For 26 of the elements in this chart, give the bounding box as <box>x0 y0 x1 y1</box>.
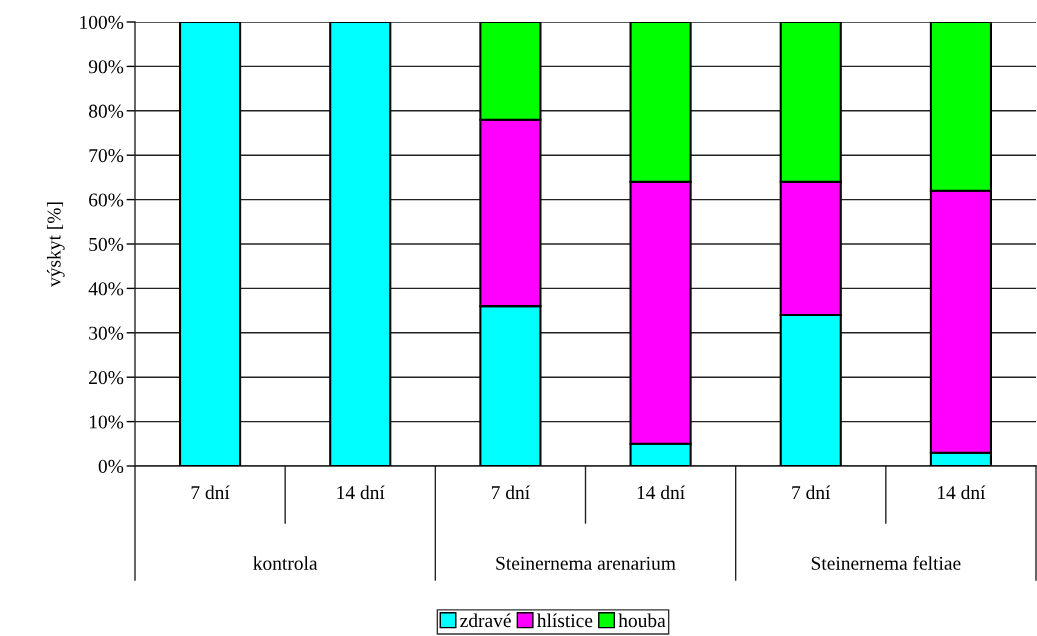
x-tick-label: 14 dní <box>337 485 385 500</box>
y-axis-title: výskyt [%] <box>46 202 65 287</box>
x-tick-label: 7 dní <box>491 485 530 500</box>
y-tick-label: 50% <box>89 237 124 251</box>
legend-label: zdravé <box>460 613 511 628</box>
x-tick-label: 14 dní <box>637 485 685 500</box>
y-tick-label: 90% <box>88 60 124 74</box>
bar <box>179 22 242 466</box>
y-tick-label: 60% <box>89 193 124 207</box>
x-tick-label: 14 dní <box>938 485 986 500</box>
x-tick-label: 7 dní <box>792 485 831 500</box>
y-tick-label: 20% <box>89 371 124 385</box>
legend-label: houba <box>618 613 666 628</box>
y-tick-label: 80% <box>88 104 124 118</box>
text: Steinernema arenarium <box>496 556 676 570</box>
y-tick-label: 10% <box>89 415 124 429</box>
y-tick-label: 30% <box>89 326 124 340</box>
y-tick-label: 40% <box>88 282 124 296</box>
y-tick-label: 0% <box>98 459 124 473</box>
text: kontrola <box>253 556 318 570</box>
y-tick-label: 70% <box>89 149 124 163</box>
x-tick-label: 7 dní <box>191 485 230 500</box>
text: Steinernema feltiae <box>811 555 961 570</box>
legend-label: hlístice <box>536 613 593 628</box>
bar <box>329 22 392 466</box>
y-tick-label: 100% <box>80 15 124 29</box>
